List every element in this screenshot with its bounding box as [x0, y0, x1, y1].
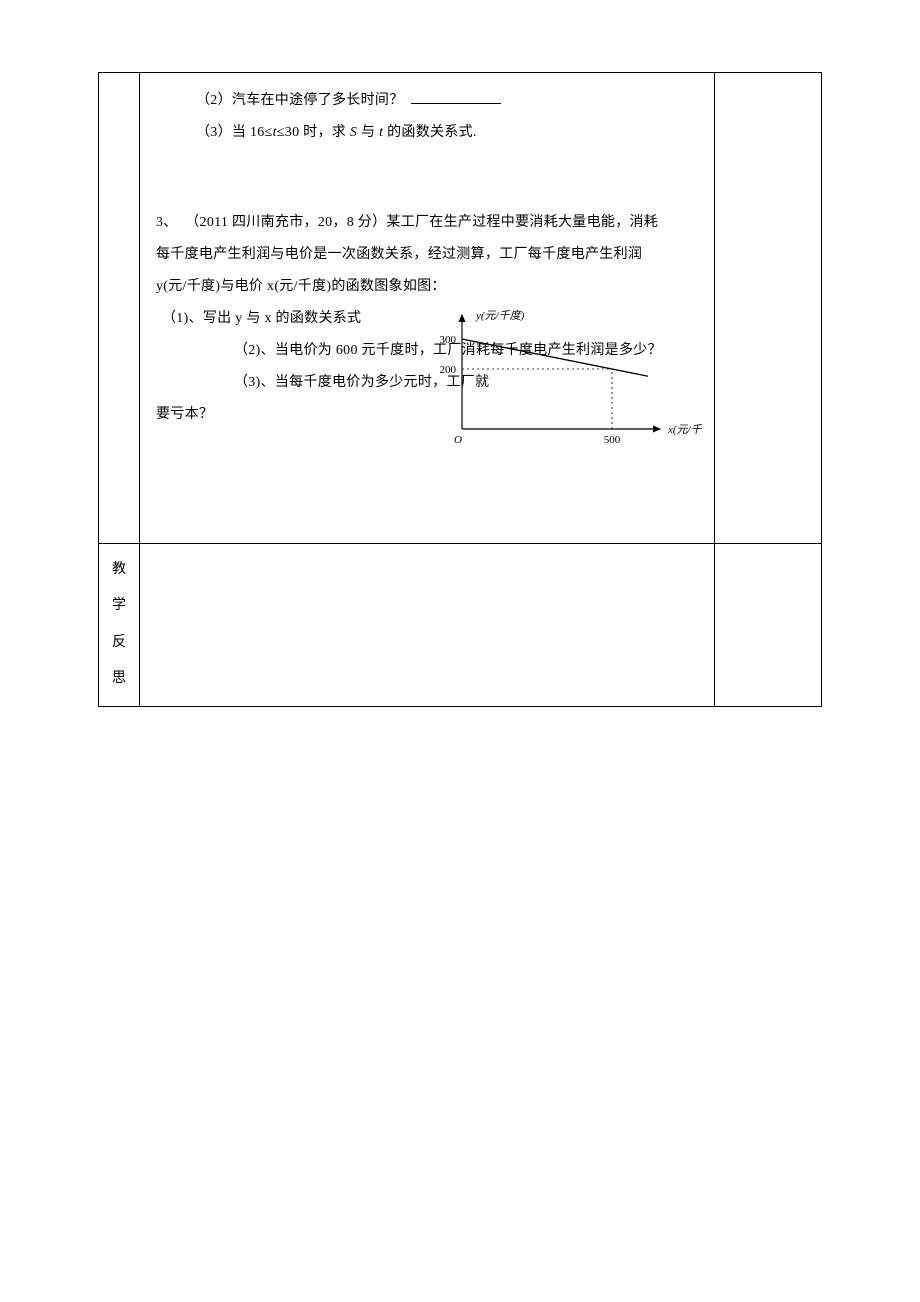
q2-part3: （3）当 16≤t≤30 时，求 S 与 t 的函数关系式. — [156, 119, 698, 147]
q3-intro-line2: 每千度电产生利润与电价是一次函数关系，经过测算，工厂每千度电产生利润 — [156, 241, 698, 269]
page: （2）汽车在中途停了多长时间？ （3）当 16≤t≤30 时，求 S 与 t 的… — [0, 0, 920, 1302]
svg-text:y(元/千度): y(元/千度) — [475, 309, 525, 322]
question-3: 3、 （2011 四川南充市，20，8 分）某工厂在生产过程中要消耗大量电能，消… — [156, 209, 698, 429]
main-content: （2）汽车在中途停了多长时间？ （3）当 16≤t≤30 时，求 S 与 t 的… — [140, 73, 715, 544]
right-gutter-bottom — [715, 544, 822, 707]
answer-blank — [411, 103, 501, 104]
q2-part2-text: （2）汽车在中途停了多长时间？ — [196, 93, 404, 108]
q3-intro-line1: 3、 （2011 四川南充市，20，8 分）某工厂在生产过程中要消耗大量电能，消… — [156, 209, 698, 237]
q3-p3b-text: 要亏本？ — [156, 407, 213, 422]
q2-p3-b: ≤30 时，求 — [277, 125, 350, 140]
chart-svg: 200 300 500 y(元/千度) x(元/千度) O — [432, 309, 702, 459]
q3-intro3-text: y(元/千度)与电价 x(元/千度)的函数图象如图： — [156, 279, 446, 294]
svg-text:500: 500 — [604, 434, 621, 446]
svg-text:O: O — [454, 434, 462, 446]
left-gutter-top — [99, 73, 140, 544]
svg-text:200: 200 — [440, 364, 457, 376]
reflection-content — [140, 544, 715, 707]
layout-table: （2）汽车在中途停了多长时间？ （3）当 16≤t≤30 时，求 S 与 t 的… — [98, 72, 822, 707]
svg-text:300: 300 — [440, 334, 457, 346]
q2-part2: （2）汽车在中途停了多长时间？ — [156, 87, 698, 115]
sidebar-char-3: 反 — [103, 625, 135, 661]
q2-p3-d: 的函数关系式. — [383, 125, 476, 140]
q3-intro-line3: y(元/千度)与电价 x(元/千度)的函数图象如图： — [156, 273, 698, 301]
sidebar-char-4: 思 — [103, 661, 135, 697]
profit-chart: 200 300 500 y(元/千度) x(元/千度) O — [432, 309, 702, 459]
q3-number: 3、 — [156, 215, 178, 230]
q2-p3-c: 与 — [357, 125, 379, 140]
q3-intro2-text: 每千度电产生利润与电价是一次函数关系，经过测算，工厂每千度电产生利润 — [156, 247, 642, 262]
vertical-gap — [156, 151, 698, 205]
sidebar-char-1: 教 — [103, 552, 135, 588]
sidebar-char-2: 学 — [103, 588, 135, 624]
left-gutter-bottom: 教 学 反 思 — [99, 544, 140, 707]
svg-text:x(元/千度): x(元/千度) — [667, 423, 702, 436]
q3-p1-text: （1)、写出 y 与 x 的函数关系式 — [162, 311, 361, 326]
q3-intro1-text: （2011 四川南充市，20，8 分）某工厂在生产过程中要消耗大量电能，消耗 — [185, 215, 658, 230]
right-gutter-top — [715, 73, 822, 544]
q2-p3-a: （3）当 16≤ — [196, 125, 273, 140]
